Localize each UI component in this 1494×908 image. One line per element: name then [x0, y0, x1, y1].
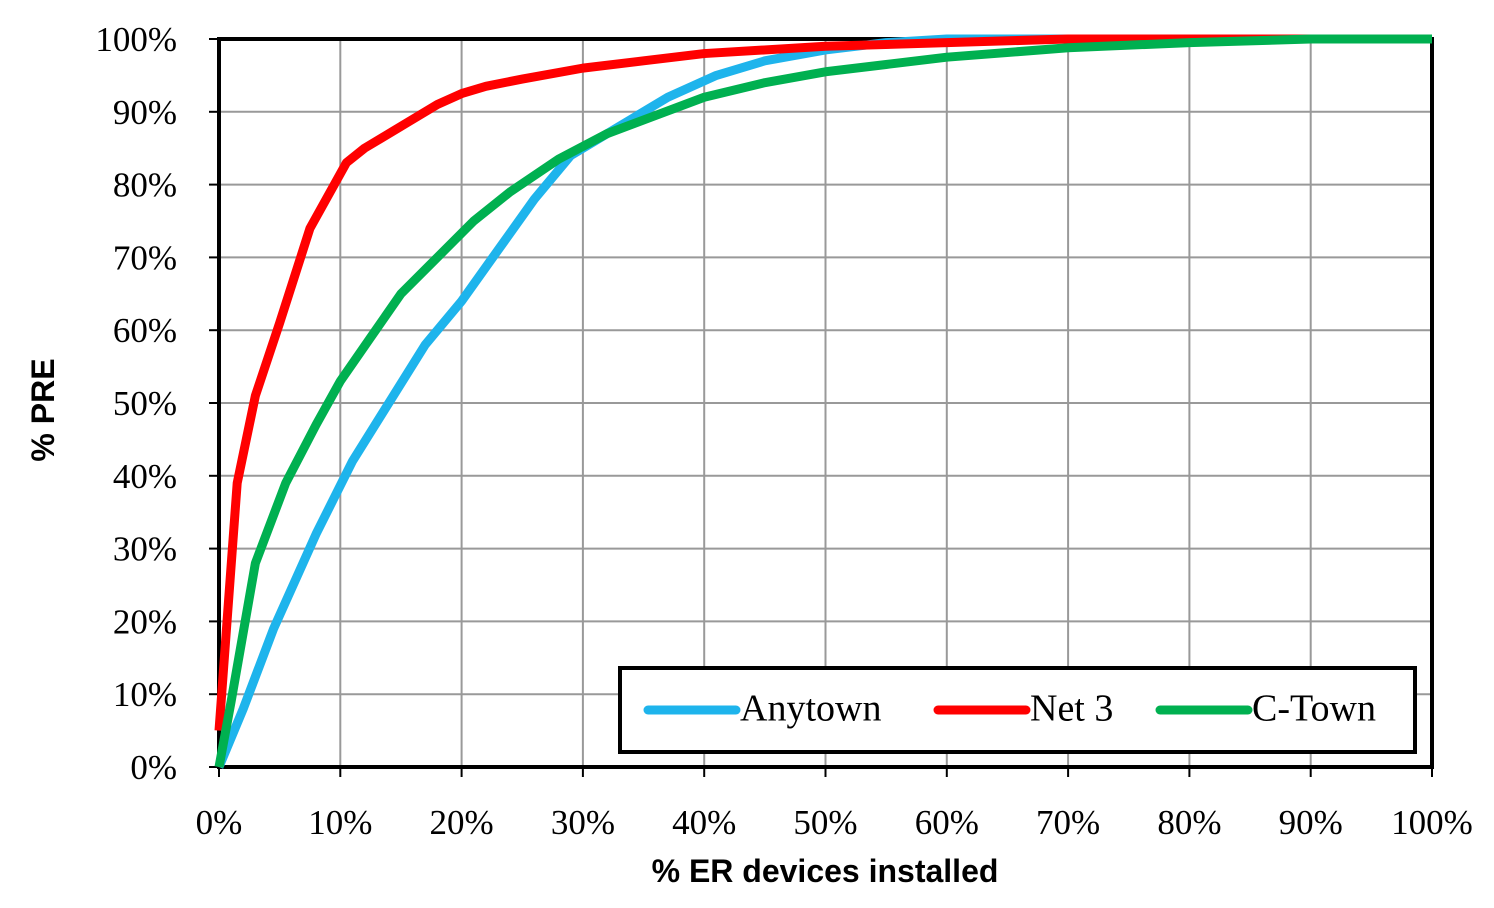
y-tick-label: 0%	[130, 748, 177, 787]
x-tick-label: 40%	[672, 803, 736, 842]
y-tick-label: 60%	[113, 311, 177, 350]
series-line	[214, 34, 1432, 768]
legend-label: Anytown	[740, 688, 881, 730]
x-tick-label: 90%	[1279, 803, 1343, 842]
y-tick-label: 10%	[113, 675, 177, 714]
x-tick-label: 100%	[1391, 803, 1473, 842]
x-tick-label: 60%	[915, 803, 979, 842]
x-tick-label: 0%	[196, 803, 243, 842]
legend-label: Net 3	[1030, 688, 1113, 730]
x-tick-label: 10%	[308, 803, 372, 842]
plot-border	[217, 37, 1434, 769]
y-tick-label: 50%	[113, 384, 177, 423]
legend-label: C-Town	[1252, 688, 1376, 730]
y-tick-label: 20%	[113, 602, 177, 641]
y-tick-label: 80%	[113, 166, 177, 205]
series-line	[214, 34, 1432, 731]
legend: Anytown Net 3 C-Town	[618, 666, 1417, 754]
y-axis-title: % PRE	[25, 358, 61, 461]
y-tick-label: 100%	[95, 20, 177, 59]
x-tick-label: 80%	[1157, 803, 1221, 842]
y-tick-label: 70%	[113, 238, 177, 277]
y-tick-label: 90%	[113, 93, 177, 132]
x-tick-label: 70%	[1036, 803, 1100, 842]
y-tick-label: 40%	[113, 457, 177, 496]
x-tick-label: 30%	[551, 803, 615, 842]
x-tick-label: 50%	[793, 803, 857, 842]
y-tick-label: 30%	[113, 530, 177, 569]
x-tick-label: 20%	[430, 803, 494, 842]
x-axis-title: % ER devices installed	[652, 853, 999, 889]
